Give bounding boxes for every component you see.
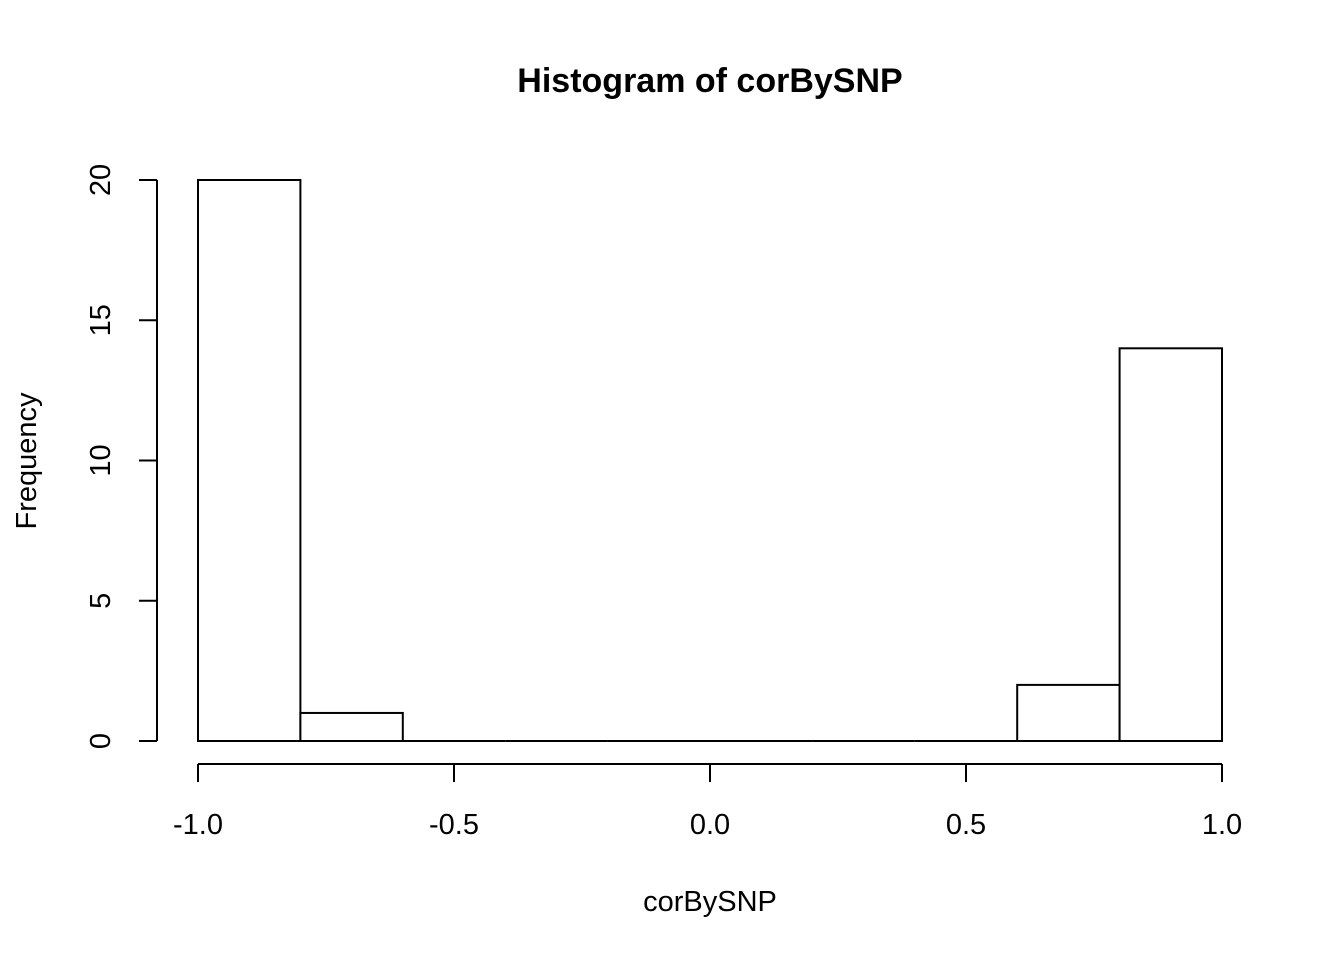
histogram-bar-1	[299, 711, 404, 743]
x-axis-label: corBySNP	[643, 886, 777, 918]
x-tick-label: -1.0	[173, 809, 223, 841]
y-tick-label: 15	[85, 304, 117, 336]
histogram-bar-8	[1016, 683, 1121, 743]
x-tick-label: -0.5	[429, 809, 479, 841]
y-tick-label: 5	[85, 593, 117, 609]
y-tick-label: 10	[85, 444, 117, 476]
y-axis: 0 5 10 15 20	[85, 164, 158, 749]
y-tick-label: 20	[85, 164, 117, 196]
bars-group	[197, 179, 1223, 743]
x-axis: -1.0 -0.5 0.0 0.5 1.0	[173, 763, 1242, 841]
x-tick-label: 1.0	[1202, 809, 1242, 841]
y-axis-label: Frequency	[11, 392, 43, 530]
histogram-bar-0	[197, 179, 302, 742]
x-tick-label: 0.5	[946, 809, 986, 841]
y-tick-label: 0	[85, 733, 117, 749]
chart-title: Histogram of corBySNP	[517, 62, 902, 100]
x-tick-label: 0.0	[690, 809, 730, 841]
histogram-bar-9	[1118, 347, 1223, 742]
